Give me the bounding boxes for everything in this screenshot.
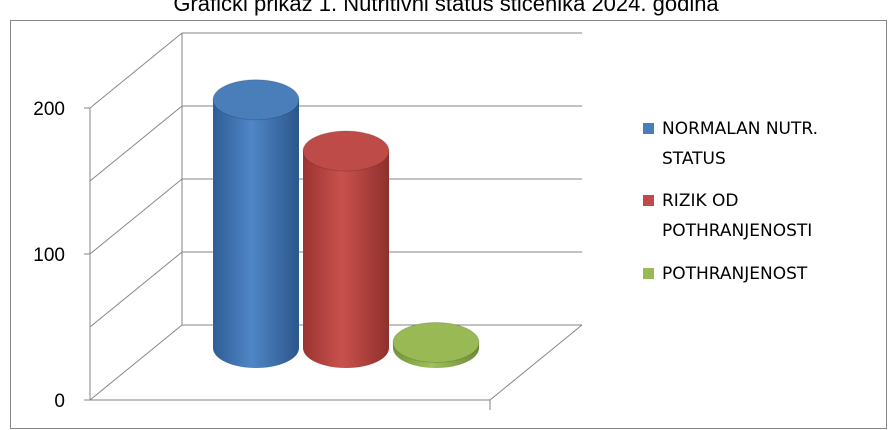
legend-label: STATUS (662, 149, 726, 169)
y-tick-label: 100 (33, 245, 65, 266)
y-tick-label: 200 (33, 99, 65, 120)
y-tick-label: 0 (54, 391, 65, 412)
grid-line-diagonal (89, 32, 183, 109)
y-axis-ticks: 0 100 200 (33, 99, 90, 412)
legend-label: RIZIK OD (662, 191, 739, 211)
bar-top (392, 321, 480, 363)
grid-line-diagonal (89, 324, 183, 401)
legend: NORMALAN NUTR. STATUS RIZIK OD POTHRANJENOS… (643, 119, 818, 284)
legend-label: NORMALAN NUTR. (662, 119, 818, 139)
bar-1 (212, 79, 300, 369)
chart-border (10, 20, 887, 429)
chart-title: Grafički prikaz 1. Nutritivni status šti… (173, 0, 719, 16)
bar-top (212, 79, 300, 121)
floor-right-edge (489, 324, 583, 401)
legend-item-1: NORMALAN NUTR. STATUS (643, 119, 818, 169)
legend-label: POTHRANJENOSTI (662, 221, 812, 241)
bar-body (303, 151, 389, 368)
grid-line-diagonal (89, 251, 183, 328)
grid-line-diagonal (89, 105, 183, 182)
grid-line-diagonal (89, 178, 183, 255)
legend-item-2: RIZIK OD POTHRANJENOSTI (643, 191, 812, 241)
bar-body (213, 99, 299, 369)
legend-item-3: POTHRANJENOST (643, 264, 808, 284)
bar-top (302, 130, 390, 172)
legend-swatch (643, 268, 654, 279)
legend-label: POTHRANJENOST (662, 264, 808, 284)
legend-swatch (643, 195, 654, 206)
bars (212, 79, 480, 369)
bar-3 (392, 321, 480, 368)
bar-2 (302, 130, 390, 368)
legend-swatch (643, 123, 654, 134)
